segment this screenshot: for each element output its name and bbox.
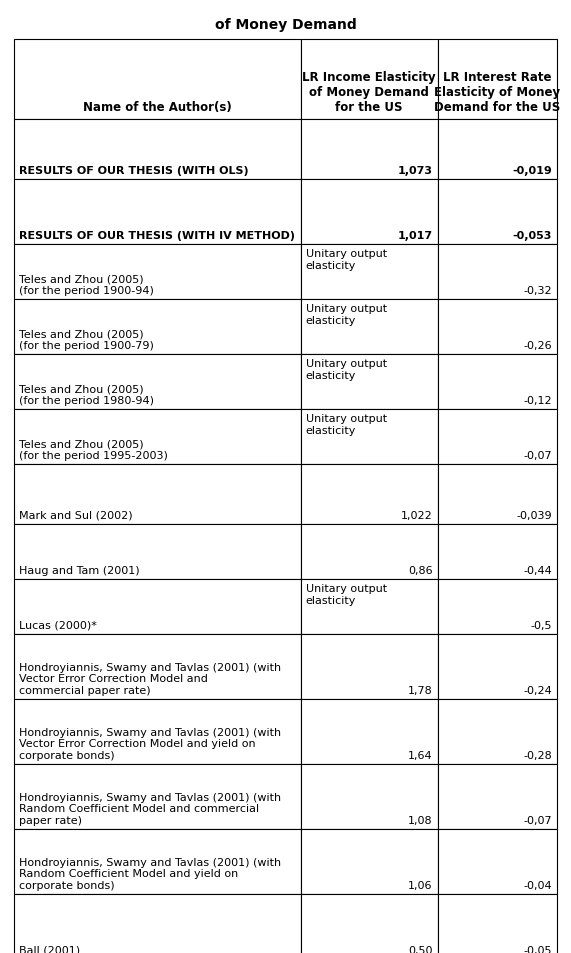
Bar — [14, 524, 301, 579]
Bar — [14, 829, 301, 894]
Bar — [14, 120, 301, 180]
Text: Hondroyiannis, Swamy and Tavlas (2001) (with
Random Coefficient Model and commer: Hondroyiannis, Swamy and Tavlas (2001) (… — [19, 792, 281, 825]
Bar — [301, 764, 437, 829]
Text: RESULTS OF OUR THESIS (WITH IV METHOD): RESULTS OF OUR THESIS (WITH IV METHOD) — [19, 231, 295, 241]
Bar — [301, 40, 437, 120]
Text: 0,86: 0,86 — [408, 565, 433, 576]
Bar — [301, 299, 437, 355]
Bar — [14, 464, 301, 524]
Bar — [14, 40, 301, 120]
Bar — [301, 829, 437, 894]
Text: of Money Demand: of Money Demand — [215, 18, 356, 32]
Bar — [437, 120, 557, 180]
Bar — [14, 410, 301, 464]
Text: Lucas (2000)*: Lucas (2000)* — [19, 620, 97, 630]
Text: 1,08: 1,08 — [408, 815, 433, 825]
Text: -0,04: -0,04 — [524, 880, 552, 890]
Bar — [301, 700, 437, 764]
Text: 0,50: 0,50 — [408, 945, 433, 953]
Bar — [14, 894, 301, 953]
Bar — [437, 464, 557, 524]
Bar — [14, 299, 301, 355]
Text: -0,12: -0,12 — [524, 395, 552, 406]
Text: -0,07: -0,07 — [524, 815, 552, 825]
Text: -0,24: -0,24 — [523, 685, 552, 696]
Bar — [301, 635, 437, 700]
Bar — [301, 355, 437, 410]
Bar — [301, 245, 437, 299]
Text: -0,053: -0,053 — [513, 231, 552, 241]
Text: 1,78: 1,78 — [408, 685, 433, 696]
Bar — [437, 635, 557, 700]
Text: 1,017: 1,017 — [397, 231, 433, 241]
Text: -0,019: -0,019 — [512, 166, 552, 175]
Text: Unitary output
elasticity: Unitary output elasticity — [305, 414, 387, 436]
Text: -0,28: -0,28 — [523, 750, 552, 760]
Bar — [14, 700, 301, 764]
Bar — [14, 245, 301, 299]
Bar — [437, 245, 557, 299]
Text: -0,07: -0,07 — [524, 451, 552, 460]
Bar — [437, 524, 557, 579]
Text: -0,26: -0,26 — [524, 340, 552, 351]
Bar — [437, 40, 557, 120]
Bar — [301, 180, 437, 245]
Text: Teles and Zhou (2005)
(for the period 1900-79): Teles and Zhou (2005) (for the period 19… — [19, 329, 154, 351]
Text: Hondroyiannis, Swamy and Tavlas (2001) (with
Vector Error Correction Model and y: Hondroyiannis, Swamy and Tavlas (2001) (… — [19, 727, 281, 760]
Text: 1,073: 1,073 — [397, 166, 433, 175]
Bar — [437, 894, 557, 953]
Text: -0,44: -0,44 — [523, 565, 552, 576]
Bar — [437, 410, 557, 464]
Text: Unitary output
elasticity: Unitary output elasticity — [305, 249, 387, 271]
Text: RESULTS OF OUR THESIS (WITH OLS): RESULTS OF OUR THESIS (WITH OLS) — [19, 166, 248, 175]
Text: Haug and Tam (2001): Haug and Tam (2001) — [19, 565, 140, 576]
Bar — [301, 579, 437, 635]
Bar — [14, 579, 301, 635]
Bar — [301, 894, 437, 953]
Text: LR Interest Rate
Elasticity of Money
Demand for the US: LR Interest Rate Elasticity of Money Dem… — [434, 71, 560, 113]
Bar — [14, 764, 301, 829]
Text: 1,022: 1,022 — [401, 511, 433, 520]
Bar — [14, 180, 301, 245]
Text: Ball (2001): Ball (2001) — [19, 945, 80, 953]
Bar — [437, 764, 557, 829]
Bar — [301, 120, 437, 180]
Text: Teles and Zhou (2005)
(for the period 1900-94): Teles and Zhou (2005) (for the period 19… — [19, 274, 154, 295]
Text: 1,06: 1,06 — [408, 880, 433, 890]
Text: Unitary output
elasticity: Unitary output elasticity — [305, 304, 387, 325]
Bar — [437, 700, 557, 764]
Text: -0,039: -0,039 — [516, 511, 552, 520]
Bar — [301, 410, 437, 464]
Text: Name of the Author(s): Name of the Author(s) — [83, 101, 232, 113]
Text: -0,32: -0,32 — [524, 286, 552, 295]
Bar — [437, 829, 557, 894]
Text: LR Income Elasticity
of Money Demand
for the US: LR Income Elasticity of Money Demand for… — [302, 71, 436, 113]
Text: Hondroyiannis, Swamy and Tavlas (2001) (with
Vector Error Correction Model and
c: Hondroyiannis, Swamy and Tavlas (2001) (… — [19, 662, 281, 696]
Text: Mark and Sul (2002): Mark and Sul (2002) — [19, 511, 132, 520]
Bar — [301, 464, 437, 524]
Text: Teles and Zhou (2005)
(for the period 1995-2003): Teles and Zhou (2005) (for the period 19… — [19, 439, 168, 460]
Bar — [14, 635, 301, 700]
Text: Teles and Zhou (2005)
(for the period 1980-94): Teles and Zhou (2005) (for the period 19… — [19, 384, 154, 406]
Text: 1,64: 1,64 — [408, 750, 433, 760]
Text: -0,05: -0,05 — [524, 945, 552, 953]
Bar — [437, 299, 557, 355]
Text: -0,5: -0,5 — [530, 620, 552, 630]
Bar — [437, 180, 557, 245]
Bar — [437, 355, 557, 410]
Bar — [301, 524, 437, 579]
Bar — [14, 355, 301, 410]
Text: Unitary output
elasticity: Unitary output elasticity — [305, 583, 387, 605]
Bar — [437, 579, 557, 635]
Text: Unitary output
elasticity: Unitary output elasticity — [305, 358, 387, 380]
Text: Hondroyiannis, Swamy and Tavlas (2001) (with
Random Coefficient Model and yield : Hondroyiannis, Swamy and Tavlas (2001) (… — [19, 857, 281, 890]
